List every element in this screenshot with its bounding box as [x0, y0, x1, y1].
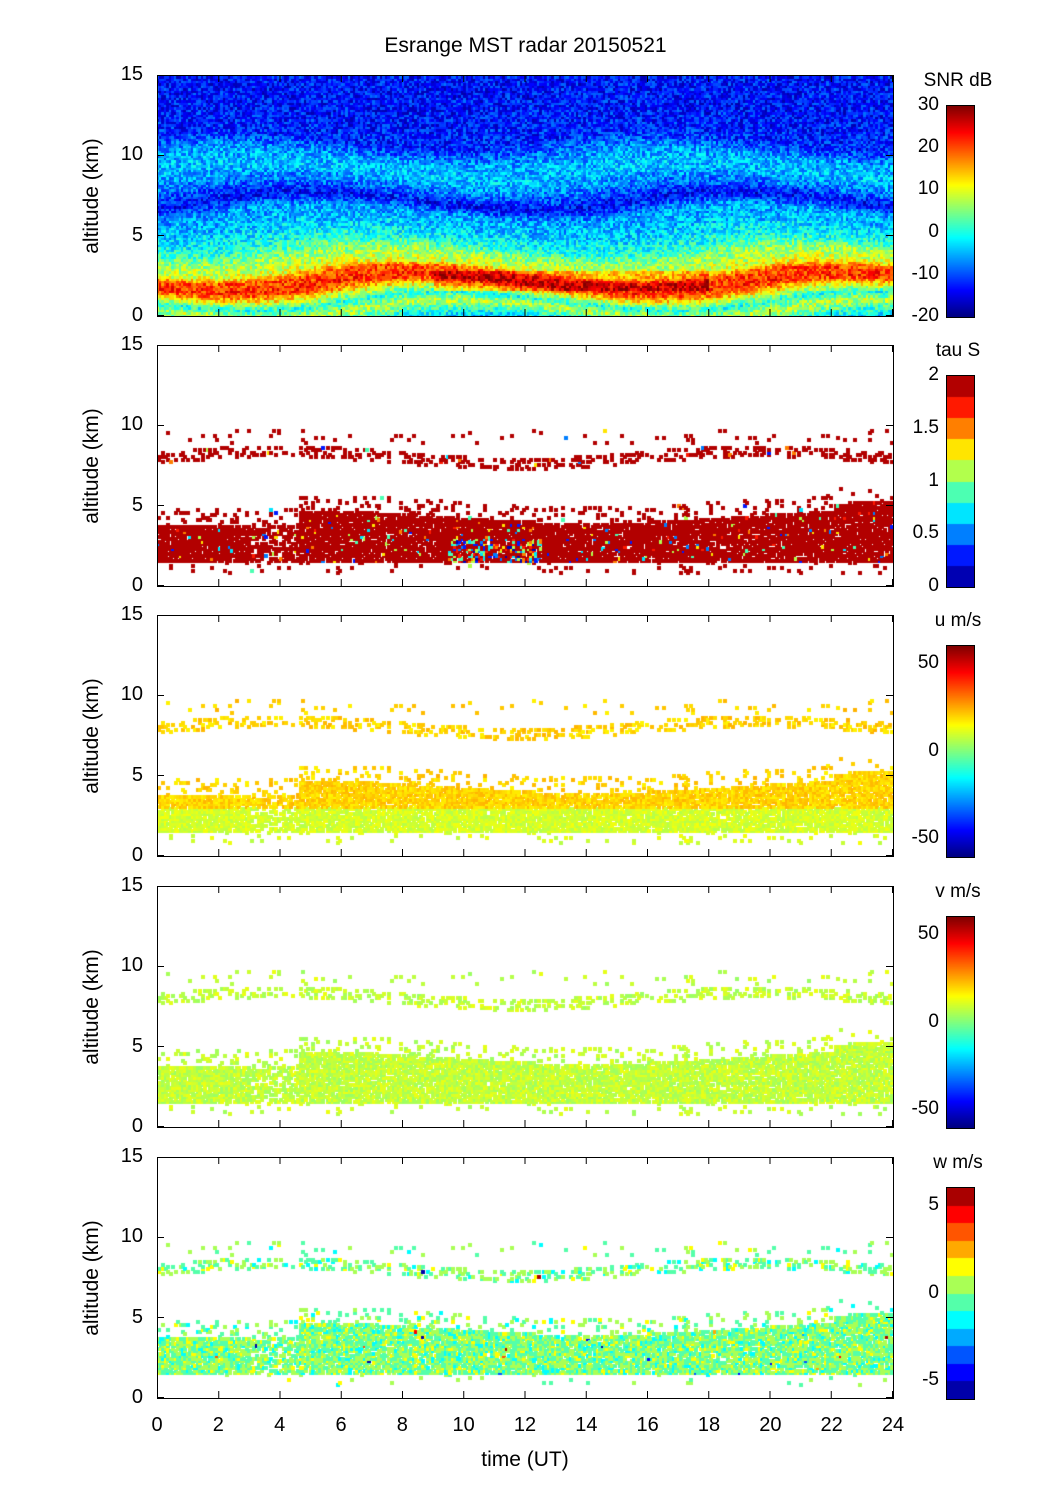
colorbar-gradient [946, 645, 975, 858]
colorbar-tick-label: -50 [911, 827, 939, 849]
x-tick-label: 24 [881, 1414, 905, 1436]
y-tick-label: 0 [131, 844, 143, 866]
figure-title: Esrange MST radar 20150521 [384, 34, 667, 57]
y-tick-label: 10 [120, 413, 143, 436]
colorbar-tick-label: 0 [928, 575, 939, 596]
colorbar-tick-label: 50 [917, 651, 939, 673]
x-tick-label: 6 [335, 1414, 347, 1436]
axis-ticks [157, 886, 893, 1127]
x-tick-label: 12 [513, 1414, 537, 1436]
colorbar-tick-label: 0 [928, 1010, 939, 1032]
y-tick-label: 10 [120, 954, 143, 977]
heatmap-2 [157, 345, 893, 586]
colorbar-tick-label: 20 [917, 136, 939, 158]
x-tick-label: 16 [636, 1414, 659, 1436]
colorbar-tick-label: 1.5 [912, 416, 939, 438]
x-tick-label: 4 [274, 1414, 286, 1436]
colorbar-tick-label: -5 [922, 1369, 939, 1391]
y-tick-label: 10 [120, 683, 143, 706]
x-tick-label: 8 [396, 1414, 408, 1436]
axis-ticks [157, 345, 893, 586]
y-tick-label: 5 [131, 223, 143, 246]
y-axis-label: altitude (km) [80, 407, 103, 524]
colorbar-gradient [946, 375, 975, 588]
colorbar-tick-label: -50 [911, 1098, 939, 1120]
colorbar-title: u m/s [934, 610, 982, 631]
axis-ticks [157, 75, 893, 316]
panel-4: altitude (km) 0 5 10 15 [80, 875, 894, 1136]
x-tick-label: 22 [820, 1414, 843, 1436]
colorbar-4 [946, 916, 975, 1129]
panel-3: altitude (km) 0 5 10 15 [80, 604, 894, 865]
colorbar-gradient [946, 1187, 975, 1400]
colorbar-tick-label: -20 [911, 305, 939, 326]
panel-1: altitude (km) 0 5 10 15 [80, 64, 894, 325]
y-tick-label: 15 [120, 333, 143, 355]
y-axis-label: altitude (km) [80, 1219, 103, 1336]
colorbar-gradient [946, 105, 975, 318]
axis-ticks [157, 615, 893, 856]
y-axis-label: altitude (km) [80, 677, 103, 794]
y-tick-label: 5 [131, 1034, 143, 1057]
x-tick-label: 20 [759, 1414, 782, 1436]
y-axis-label: altitude (km) [80, 948, 103, 1065]
colorbar-1 [946, 105, 975, 318]
heatmap-3 [157, 615, 893, 856]
y-tick-label: 0 [131, 304, 143, 326]
heatmap-5 [157, 1157, 893, 1398]
colorbar-2 [946, 375, 975, 588]
colorbar-3 [946, 645, 975, 858]
y-tick-label: 5 [131, 493, 143, 516]
x-axis-label: time (UT) [481, 1448, 569, 1471]
colorbar-tick-label: 0 [928, 739, 939, 761]
colorbar-tick-label: 0 [928, 1281, 939, 1303]
colorbar-tick-label: 5 [928, 1193, 939, 1215]
y-tick-label: 0 [131, 1386, 143, 1408]
y-tick-label: 5 [131, 1305, 143, 1328]
y-tick-label: 10 [120, 1225, 143, 1248]
y-axis-label: altitude (km) [80, 137, 103, 254]
x-tick-label: 0 [151, 1414, 163, 1436]
colorbar-gradient [946, 916, 975, 1129]
colorbar-title: SNR dB [923, 70, 993, 91]
colorbar-title: w m/s [933, 1152, 983, 1173]
x-tick-label: 10 [452, 1414, 475, 1436]
colorbar-tick-label: 2 [928, 364, 939, 385]
y-tick-label: 15 [120, 603, 143, 625]
y-tick-label: 0 [131, 574, 143, 596]
y-tick-label: 5 [131, 763, 143, 786]
colorbar-tick-label: 50 [917, 922, 939, 944]
axis-ticks [157, 1157, 893, 1398]
colorbar-tick-label: -10 [911, 262, 939, 284]
y-tick-label: 0 [131, 1115, 143, 1137]
colorbar-tick-label: 10 [917, 178, 939, 200]
x-tick-label: 18 [697, 1414, 721, 1436]
y-tick-label: 15 [120, 63, 143, 85]
colorbar-5 [946, 1187, 975, 1400]
colorbar-title: tau S [935, 340, 981, 361]
panel-2: altitude (km) 0 5 10 15 [80, 334, 894, 595]
x-tick-label: 14 [575, 1414, 598, 1436]
panel-5: altitude (km) 0 5 10 15 [80, 1146, 894, 1407]
colorbar-tick-label: 0 [928, 220, 939, 242]
colorbar-tick-label: 1 [928, 469, 939, 491]
heatmap-1 [157, 75, 893, 316]
y-tick-label: 15 [120, 1145, 143, 1167]
colorbar-title: v m/s [935, 881, 981, 902]
x-tick-label: 2 [212, 1414, 224, 1436]
heatmap-4 [157, 886, 893, 1127]
colorbar-tick-label: 30 [917, 94, 939, 115]
y-tick-label: 10 [120, 143, 143, 166]
colorbar-tick-label: 0.5 [912, 522, 939, 544]
y-tick-label: 15 [120, 874, 143, 896]
